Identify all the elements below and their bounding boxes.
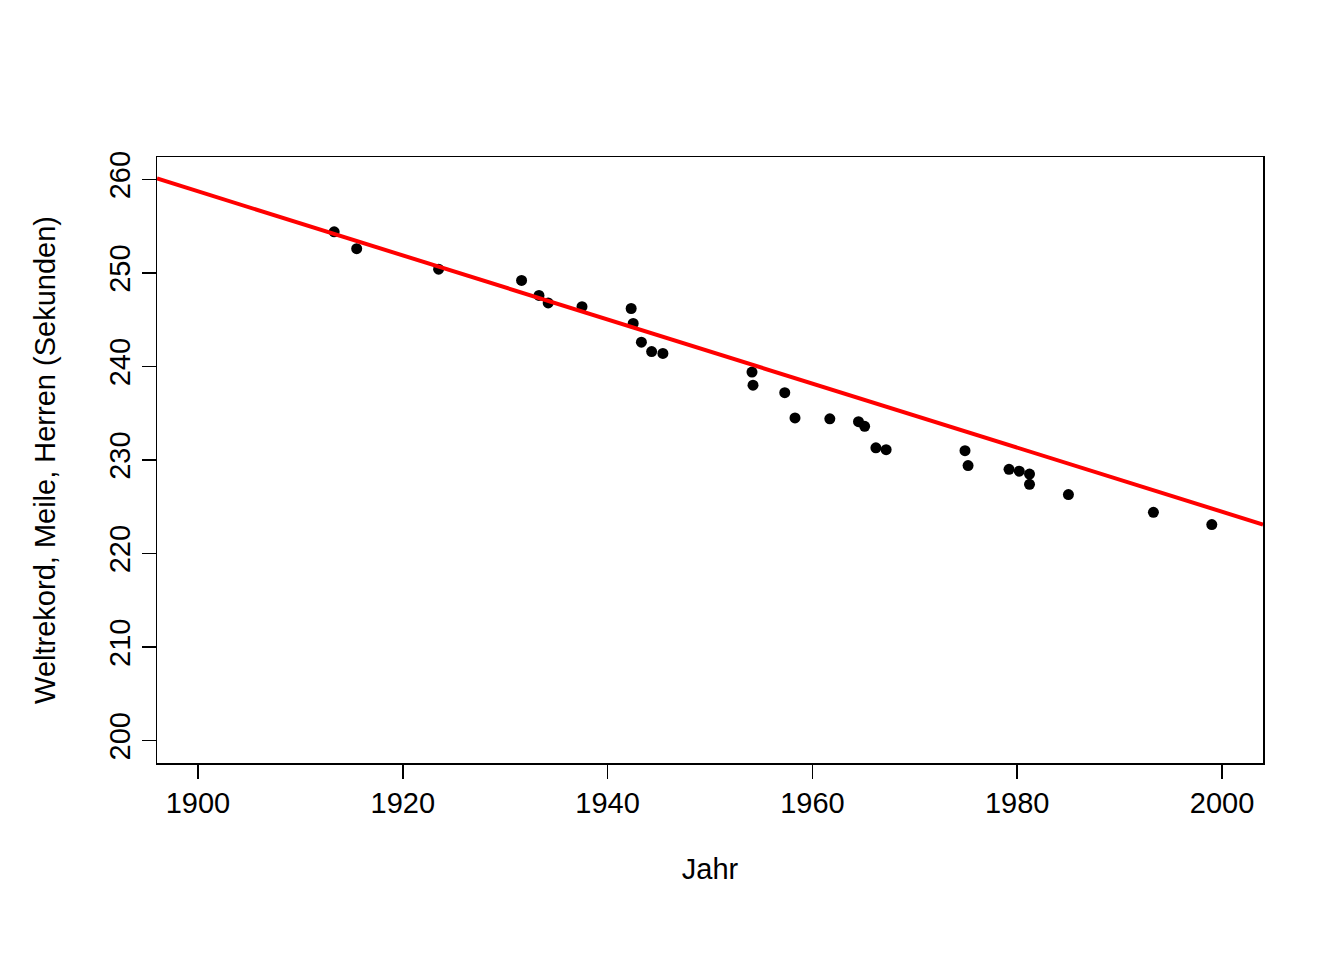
svg-text:210: 210 bbox=[104, 618, 136, 666]
svg-text:1960: 1960 bbox=[780, 787, 845, 819]
svg-text:260: 260 bbox=[104, 151, 136, 199]
svg-text:1940: 1940 bbox=[575, 787, 640, 819]
svg-text:250: 250 bbox=[104, 244, 136, 292]
svg-text:Jahr: Jahr bbox=[682, 853, 739, 885]
svg-text:1980: 1980 bbox=[985, 787, 1050, 819]
svg-text:230: 230 bbox=[104, 431, 136, 479]
svg-text:Weltrekord, Meile, Herren (Sek: Weltrekord, Meile, Herren (Sekunden) bbox=[29, 216, 61, 704]
svg-text:220: 220 bbox=[104, 525, 136, 573]
svg-text:240: 240 bbox=[104, 338, 136, 386]
svg-text:1900: 1900 bbox=[166, 787, 231, 819]
svg-text:1920: 1920 bbox=[371, 787, 436, 819]
svg-text:2000: 2000 bbox=[1190, 787, 1255, 819]
svg-text:200: 200 bbox=[104, 712, 136, 760]
